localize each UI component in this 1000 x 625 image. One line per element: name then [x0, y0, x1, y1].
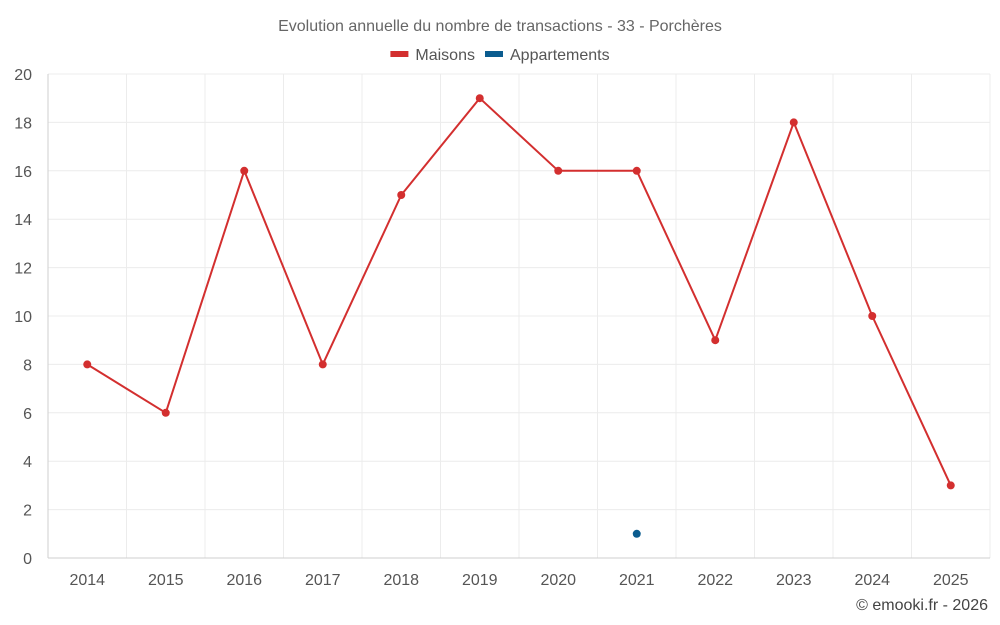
data-point-maisons[interactable] — [946, 481, 955, 490]
legend: Maisons Appartements — [390, 47, 610, 64]
legend-item-maisons[interactable]: Maisons — [390, 47, 475, 64]
data-point-maisons[interactable] — [711, 336, 720, 345]
x-tick-label: 2021 — [619, 572, 655, 589]
legend-item-appartements[interactable]: Appartements — [485, 47, 610, 64]
grid — [47, 73, 991, 558]
data-point-maisons[interactable] — [475, 94, 484, 103]
x-tick-label: 2016 — [226, 572, 262, 589]
series-line-maisons — [86, 97, 952, 486]
data-point-maisons[interactable] — [318, 360, 327, 369]
y-tick-label: 10 — [14, 309, 32, 326]
y-tick-label: 8 — [23, 357, 32, 374]
y-tick-label: 18 — [14, 115, 32, 132]
y-tick-label: 6 — [23, 406, 32, 423]
x-tick-label: 2022 — [697, 572, 733, 589]
data-point-maisons[interactable] — [240, 166, 249, 175]
data-point-appartements[interactable] — [632, 529, 641, 538]
y-tick-label: 4 — [23, 454, 32, 471]
axes — [47, 74, 990, 559]
x-tick-label: 2023 — [776, 572, 812, 589]
x-tick-label: 2014 — [69, 572, 105, 589]
data-point-maisons[interactable] — [83, 360, 92, 369]
y-tick-label: 12 — [14, 261, 32, 278]
legend-label-appartements: Appartements — [510, 47, 610, 64]
data-point-maisons[interactable] — [868, 312, 877, 320]
data-point-maisons[interactable] — [789, 118, 798, 127]
x-tick-label: 2018 — [383, 572, 419, 589]
data-point-maisons[interactable] — [554, 166, 563, 175]
y-tick-labels: 0 2 4 6 8 10 12 14 16 18 20 — [14, 67, 32, 568]
x-tick-label: 2017 — [305, 572, 341, 589]
x-tick-label: 2024 — [854, 572, 890, 589]
data-point-maisons[interactable] — [632, 166, 641, 175]
y-tick-label: 16 — [14, 164, 32, 181]
x-tick-label: 2019 — [462, 572, 498, 589]
legend-label-maisons: Maisons — [415, 47, 475, 64]
data-point-maisons[interactable] — [397, 191, 406, 199]
x-tick-label: 2015 — [148, 572, 184, 589]
series-layer — [83, 94, 955, 538]
data-point-maisons[interactable] — [161, 408, 170, 417]
x-tick-label: 2025 — [933, 572, 969, 589]
y-tick-label: 20 — [14, 67, 32, 84]
y-tick-label: 14 — [14, 212, 32, 229]
y-tick-label: 2 — [23, 503, 32, 520]
series-maisons — [83, 94, 955, 490]
legend-swatch-appartements — [485, 51, 503, 57]
legend-swatch-maisons — [390, 51, 409, 57]
x-tick-label: 2020 — [540, 572, 576, 589]
chart-title: Evolution annuelle du nombre de transact… — [278, 18, 722, 35]
credit-text: © emooki.fr - 2026 — [856, 597, 988, 614]
x-tick-labels: 2014 2015 2016 2017 2018 2019 2020 2021 2022 2023… — [69, 572, 968, 589]
y-tick-label: 0 — [23, 551, 32, 568]
series-appartements — [632, 529, 641, 538]
